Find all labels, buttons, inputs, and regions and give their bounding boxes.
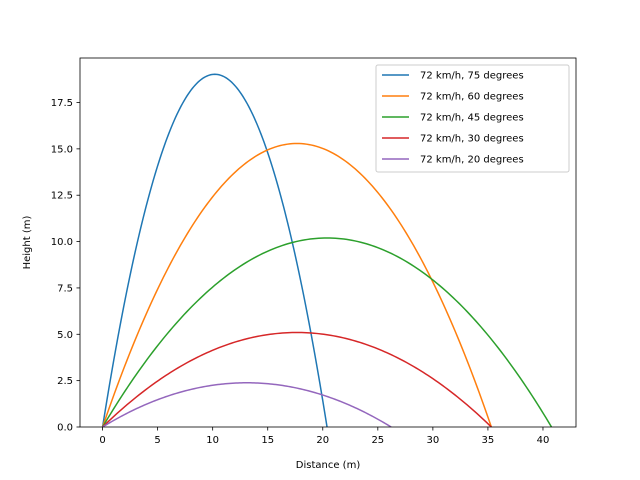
y-axis-label: Height (m) <box>22 216 33 270</box>
y-tick-label: 5.0 <box>57 330 73 341</box>
x-tick-label: 10 <box>206 435 219 446</box>
legend-entry: 72 km/h, 20 degrees <box>420 155 524 166</box>
y-tick-label: 10.0 <box>51 237 73 248</box>
x-tick-label: 5 <box>154 435 160 446</box>
x-axis-label: Distance (m) <box>296 460 361 471</box>
x-tick-label: 15 <box>261 435 274 446</box>
legend-entry: 72 km/h, 75 degrees <box>420 71 524 82</box>
x-tick-label: 0 <box>99 435 105 446</box>
y-tick-label: 17.5 <box>51 98 73 109</box>
y-tick-label: 2.5 <box>57 376 73 387</box>
legend-entry: 72 km/h, 60 degrees <box>420 92 524 103</box>
y-tick-label: 12.5 <box>51 191 73 202</box>
y-tick-label: 0.0 <box>57 423 73 434</box>
legend-entry: 72 km/h, 30 degrees <box>420 134 524 145</box>
x-tick-label: 30 <box>427 435 440 446</box>
y-tick-label: 7.5 <box>57 283 73 294</box>
legend: 72 km/h, 75 degrees 72 km/h, 60 degrees 72… <box>376 65 569 172</box>
x-tick-label: 25 <box>371 435 384 446</box>
x-tick-label: 20 <box>316 435 329 446</box>
y-tick-label: 15.0 <box>51 144 73 155</box>
x-tick-label: 35 <box>482 435 495 446</box>
x-tick-label: 40 <box>537 435 550 446</box>
legend-entry: 72 km/h, 45 degrees <box>420 113 524 124</box>
